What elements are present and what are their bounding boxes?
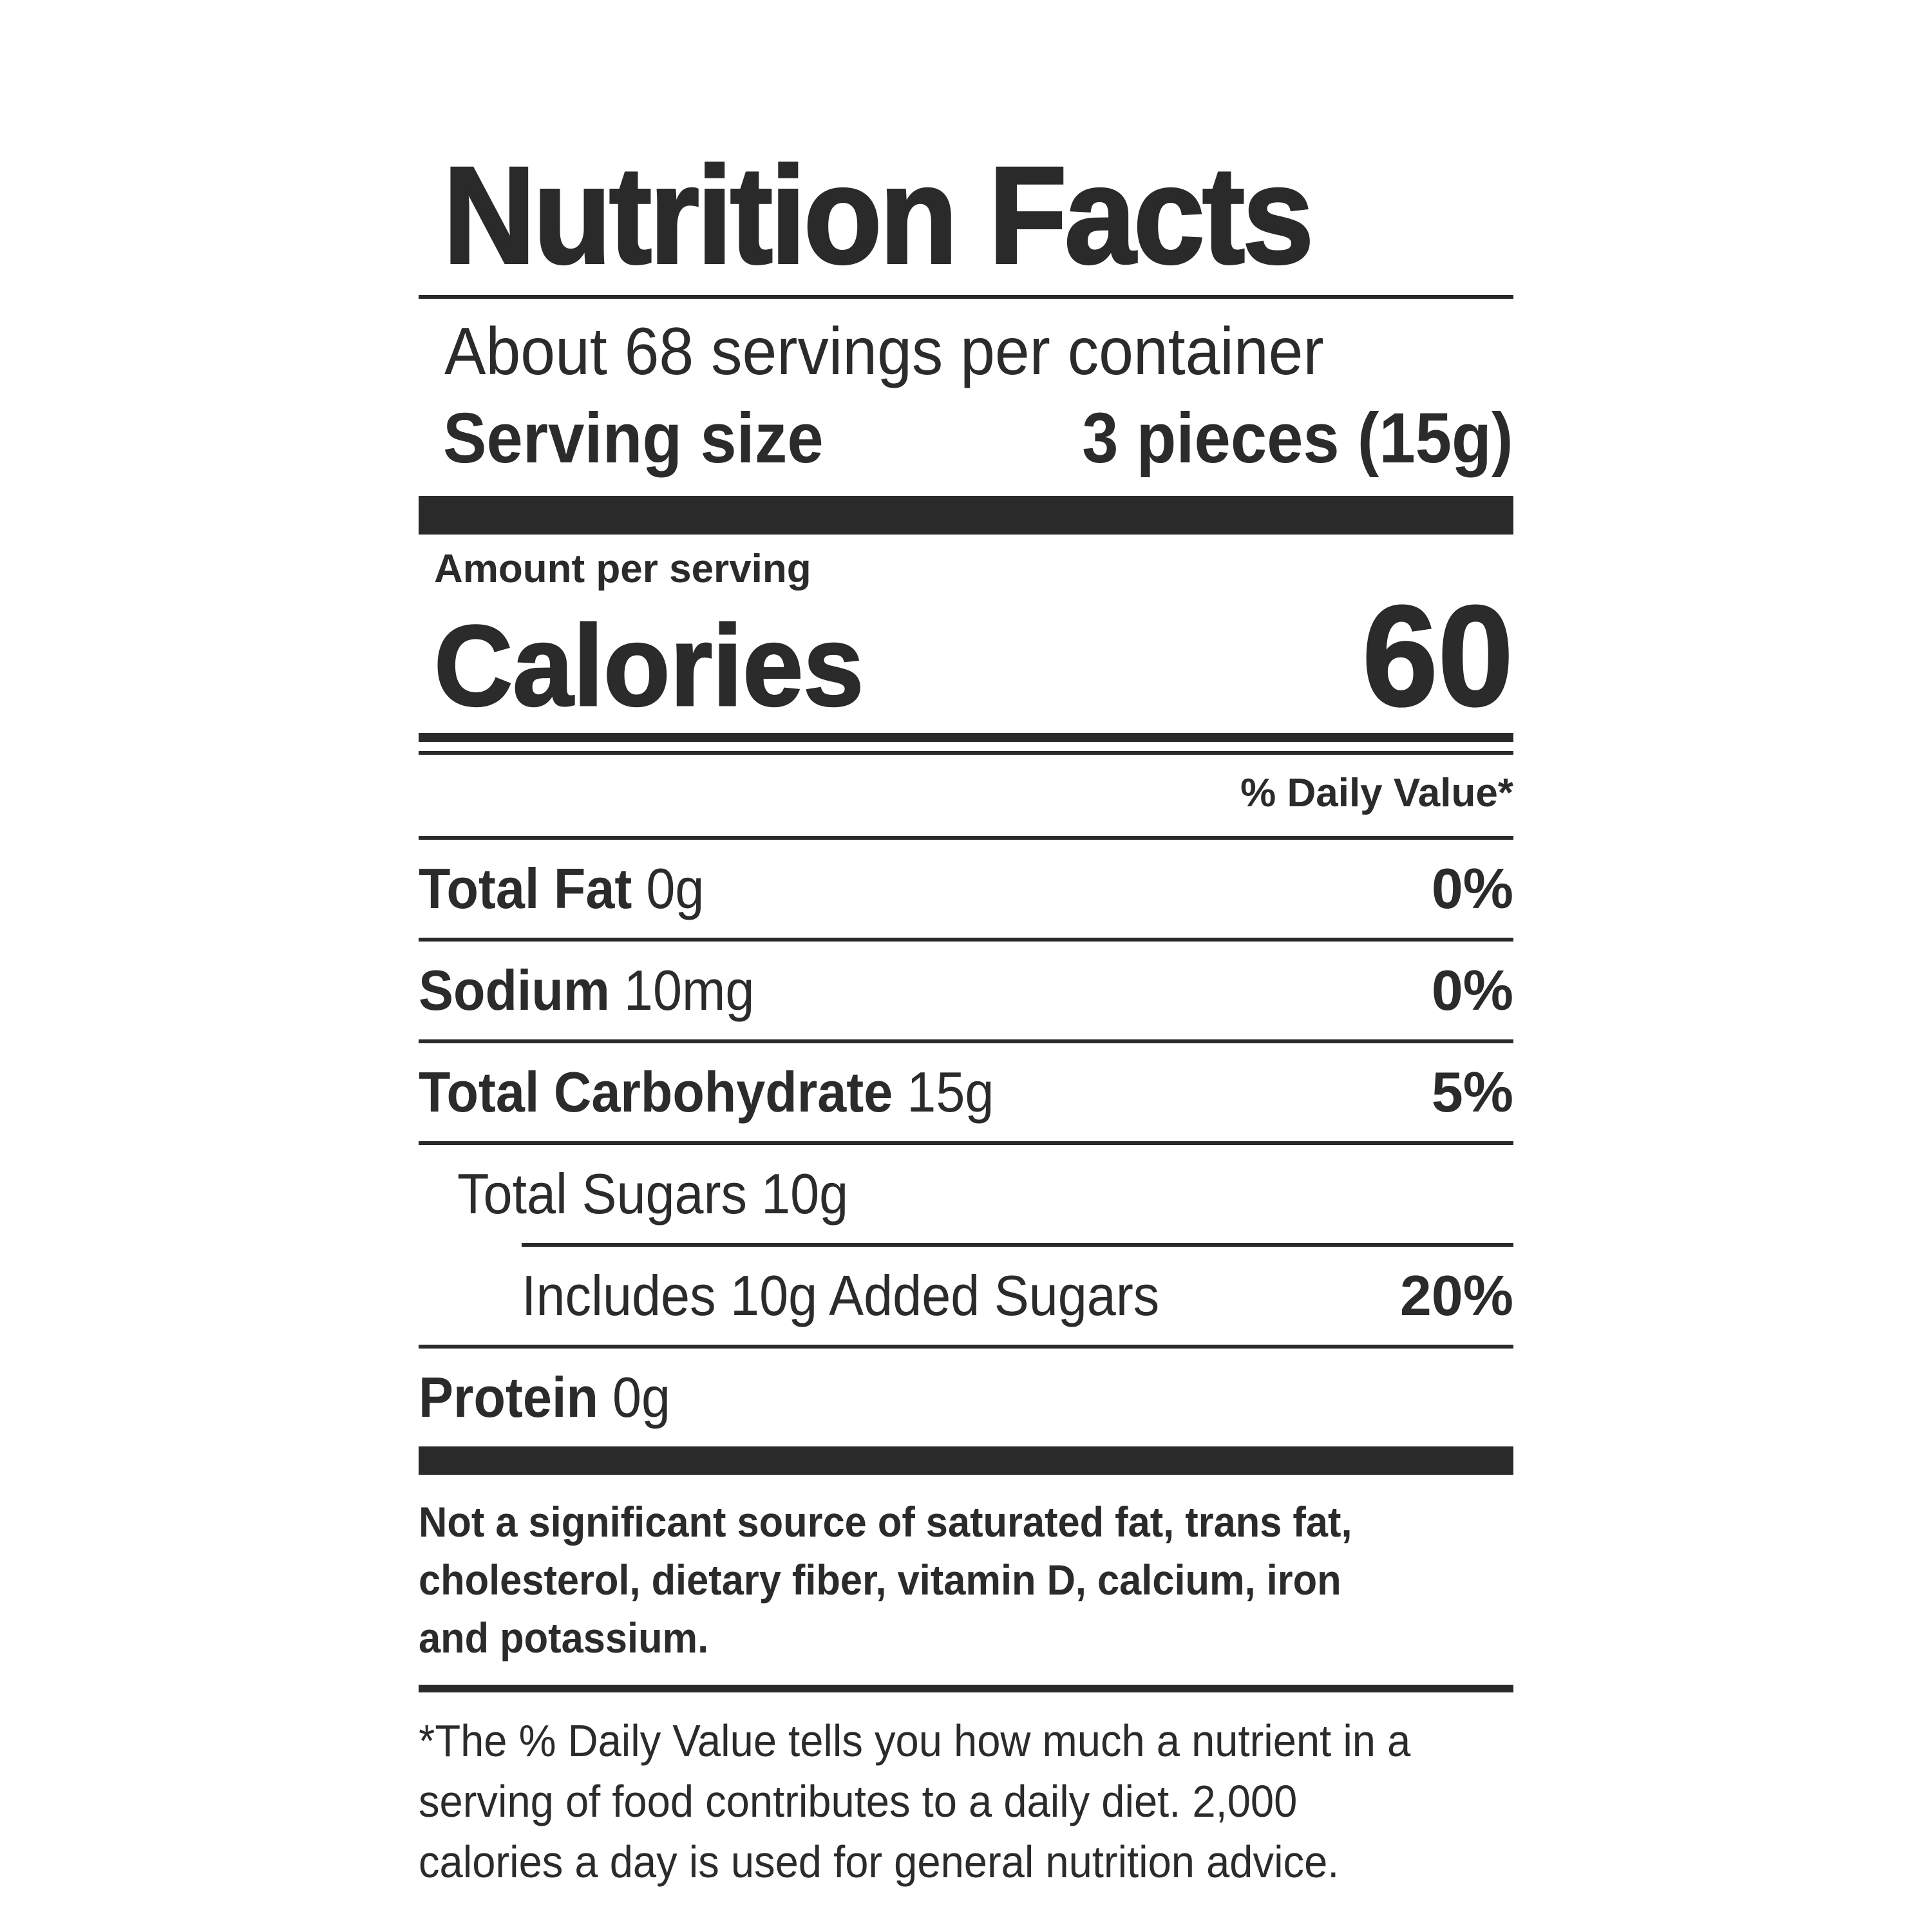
daily-value-footnote: *The % Daily Value tells you how much a … [419,1716,1411,1887]
not-significant-note: Not a significant source of saturated fa… [419,1498,1352,1662]
nutrient-row-total-fat: Total Fat 0g 0% [419,840,1513,938]
calories-row: Calories 60 [433,576,1515,736]
medium-divider [419,733,1513,742]
nutrient-name: Total Fat [419,857,632,920]
calories-value: 60 [1361,576,1514,736]
nutrient-dv: 0% [1431,958,1513,1022]
serving-size-label: Serving size [443,399,824,478]
serving-size-row: Serving size 3 pieces (15g) [443,397,1513,480]
label-title: Nutrition Facts [442,138,1315,292]
thick-divider [419,496,1513,535]
nutrient-row-total-sugars: Total Sugars 10g [419,1145,1513,1243]
nutrient-row-total-carbohydrate: Total Carbohydrate 15g 5% [419,1043,1513,1141]
nutrient-name: Sodium [419,958,610,1022]
nutrient-dv: 0% [1431,857,1513,920]
nutrient-amount: 10g [761,1162,849,1226]
divider [419,295,1513,299]
nutrient-row-protein: Protein 0g [419,1349,1513,1446]
nutrient-dv: 20% [1399,1264,1513,1327]
nutrient-amount: 10mg [623,958,755,1022]
nutrient-amount: 0g [612,1365,671,1429]
nutrient-dv: 5% [1431,1060,1513,1124]
servings-per-container: About 68 servings per container [444,314,1324,389]
amount-per-serving: Amount per serving [434,547,811,591]
nutrient-name: Includes 10g Added Sugars [522,1264,1160,1327]
divider [419,1141,1513,1145]
nutrient-name: Total Carbohydrate [419,1060,893,1124]
divider [419,836,1513,840]
nutrient-amount: 15g [907,1060,994,1124]
divider [522,1243,1513,1247]
divider [419,938,1513,942]
daily-value-header: % Daily Value* [1240,771,1513,815]
nutrient-row-sodium: Sodium 10mg 0% [419,942,1513,1039]
calories-label: Calories [433,601,865,730]
medium-divider [419,1685,1513,1692]
divider [419,1039,1513,1043]
nutrient-name: Protein [419,1365,598,1429]
serving-size-value: 3 pieces (15g) [1082,399,1513,478]
nutrient-row-added-sugars: Includes 10g Added Sugars 20% [419,1247,1513,1345]
divider [419,751,1513,755]
nutrition-facts-label: Nutrition Facts About 68 servings per co… [419,138,1515,1892]
thick-divider [419,1446,1513,1475]
nutrient-amount: 0g [646,857,705,920]
divider [419,1345,1513,1349]
nutrient-name: Total Sugars [457,1162,748,1226]
